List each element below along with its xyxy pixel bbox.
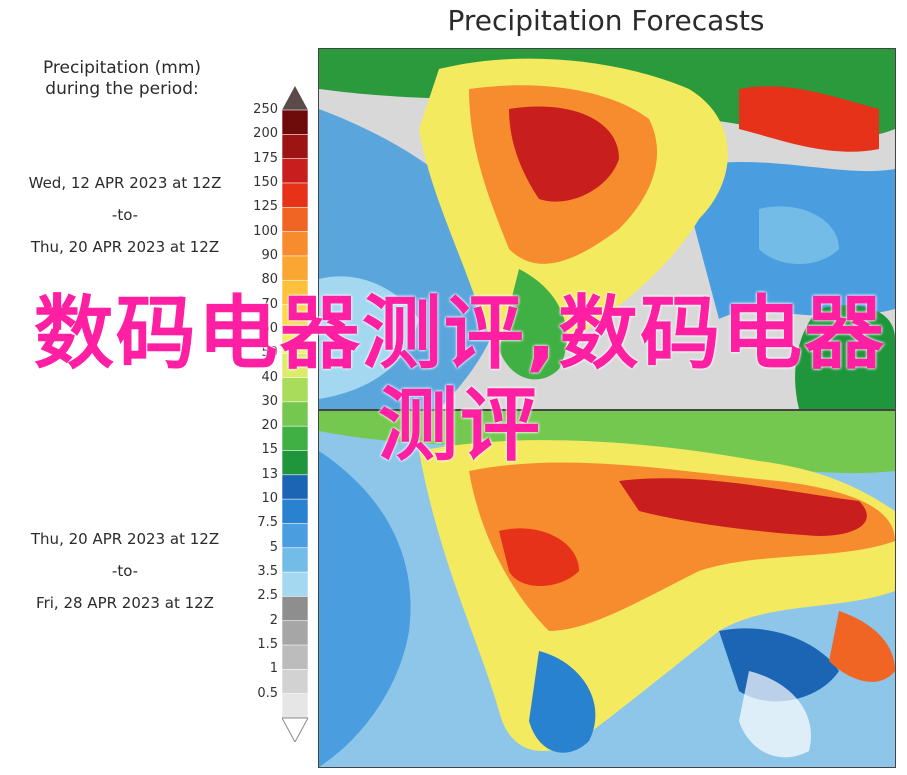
colorbar-top-arrow [282, 86, 308, 110]
colorbar-segment [282, 401, 308, 427]
colorbar-segment [282, 571, 308, 598]
period-top-start: Wed, 12 APR 2023 at 12Z [28, 174, 222, 192]
colorbar-segment [282, 498, 308, 525]
colorbar-segment [282, 182, 308, 209]
colorbar-tick-label: 100 [253, 223, 278, 239]
colorbar-tick-label: 175 [253, 150, 278, 166]
colorbar-tick-label: 60 [261, 320, 278, 336]
colorbar-tick-label: 1 [269, 661, 278, 677]
colorbar-tick-label: 15 [261, 442, 278, 458]
colorbar-tick-label: 70 [261, 296, 278, 312]
colorbar-segment [282, 669, 308, 695]
colorbar-tick-label: 1.5 [257, 637, 278, 653]
colorbar-tick-label: 7.5 [257, 515, 278, 531]
legend-title-line1: Precipitation (mm) [42, 58, 202, 78]
colorbar-segment [282, 596, 308, 622]
colorbar-segment [282, 255, 308, 282]
watermark-text: 数码电器测评,数码电器测评 [33, 287, 887, 472]
colorbar-segment [282, 109, 308, 136]
colorbar-segment [282, 134, 308, 160]
colorbar-segment [282, 474, 308, 500]
colorbar-segment [282, 450, 308, 476]
colorbar-segment [282, 206, 308, 233]
colorbar-tick-label: 50 [261, 345, 278, 361]
map-top-graphic [319, 49, 895, 409]
colorbar-segment [282, 304, 308, 330]
forecast-map-top [318, 48, 896, 410]
colorbar-tick-label: 10 [261, 491, 278, 507]
colorbar-tick-label: 5 [269, 539, 278, 555]
colorbar-segment [282, 693, 308, 719]
colorbar-tick-label: 3.5 [257, 564, 278, 580]
period-bottom-separator: -to- [111, 562, 139, 580]
colorbar-tick-label: 30 [261, 393, 278, 409]
period-bottom-end: Fri, 28 APR 2023 at 12Z [36, 594, 214, 612]
period-top-end: Thu, 20 APR 2023 at 12Z [30, 238, 220, 256]
period-top-separator: -to- [111, 206, 139, 224]
colorbar-tick-label: 0.5 [257, 685, 278, 701]
colorbar-tick-label: 40 [261, 369, 278, 385]
colorbar-segment [282, 620, 308, 646]
colorbar-tick-label: 13 [261, 466, 278, 482]
colorbar-tick-label: 2 [269, 612, 278, 628]
period-label-bottom: Thu, 20 APR 2023 at 12Z -to- Fri, 28 APR… [0, 523, 250, 619]
period-label-top: Wed, 12 APR 2023 at 12Z -to- Thu, 20 APR… [0, 167, 250, 263]
map-bottom-graphic [319, 411, 895, 767]
legend-title: Precipitation (mm) during the period: [4, 58, 240, 100]
colorbar-tick-label: 125 [253, 199, 278, 215]
colorbar-segment [282, 547, 308, 573]
colorbar-tick-label: 90 [261, 247, 278, 263]
legend-title-line2: during the period: [45, 79, 199, 99]
precipitation-colorbar [282, 86, 308, 742]
chart-title: Precipitation Forecasts [447, 4, 765, 37]
period-bottom-start: Thu, 20 APR 2023 at 12Z [30, 530, 220, 548]
colorbar-segment [282, 523, 308, 549]
forecast-map-bottom [318, 410, 896, 768]
colorbar-segment [282, 328, 308, 355]
colorbar-tick-label: 200 [253, 126, 278, 142]
colorbar-tick-label: 150 [253, 174, 278, 190]
colorbar-bottom-arrow [282, 717, 308, 742]
colorbar-segment [282, 158, 308, 184]
colorbar-tick-label: 80 [261, 272, 278, 288]
colorbar-segment [282, 231, 308, 257]
colorbar-segment [282, 644, 308, 671]
colorbar-tick-label: 20 [261, 418, 278, 434]
colorbar-tick-label: 250 [253, 102, 278, 117]
colorbar-tick-label: 2.5 [257, 588, 278, 604]
